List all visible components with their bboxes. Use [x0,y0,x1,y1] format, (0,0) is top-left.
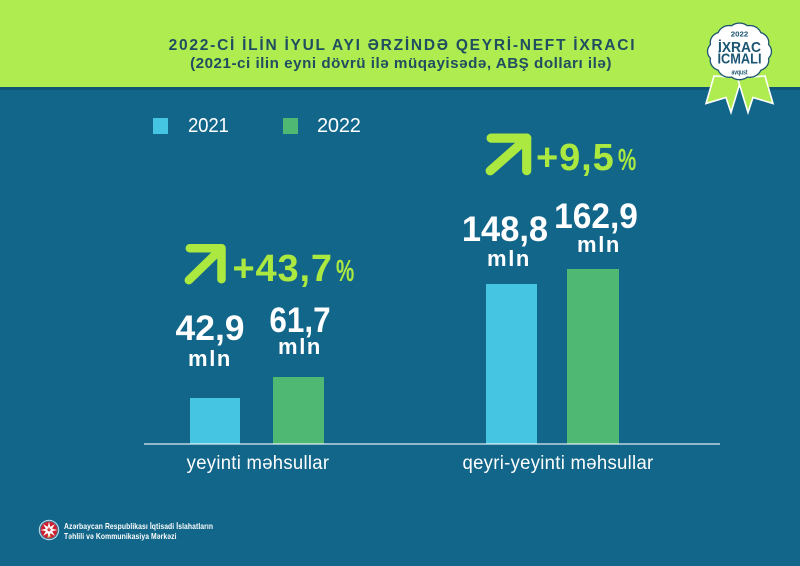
svg-text:İCMALI: İCMALI [718,51,762,68]
svg-text:İXRAC: İXRAC [718,39,761,56]
svg-text:2022: 2022 [731,30,749,39]
svg-text:avqust: avqust [732,70,748,77]
